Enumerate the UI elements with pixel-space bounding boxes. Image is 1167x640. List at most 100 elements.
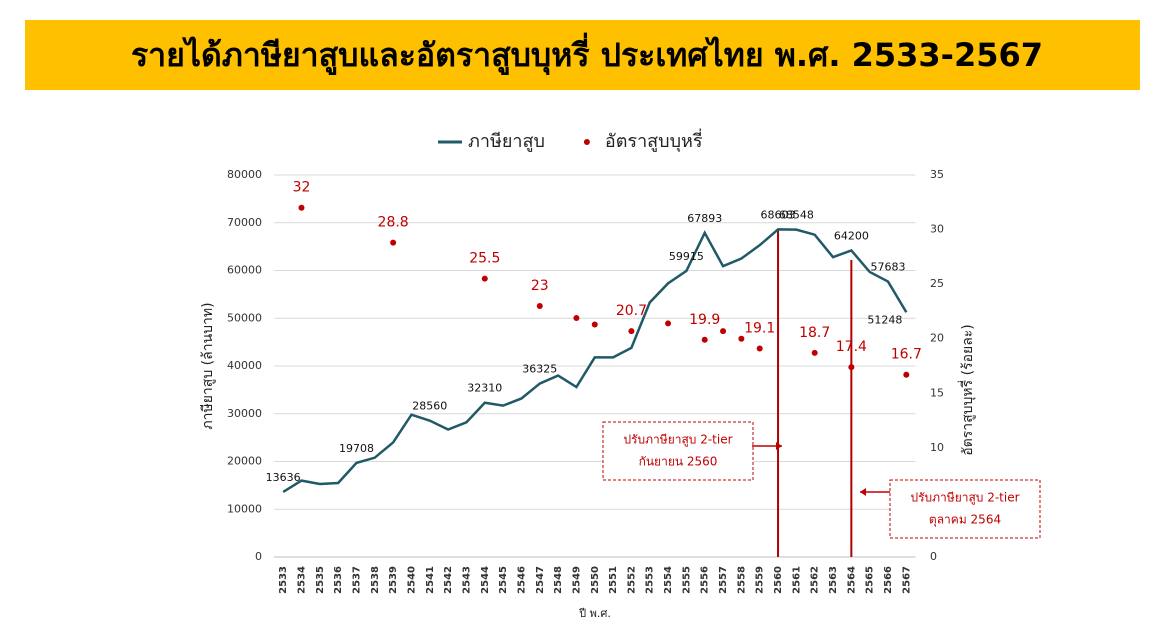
rate-dot bbox=[756, 345, 763, 352]
legend: ภาษียาสูบ อัตราสูบบุหรี่ bbox=[438, 128, 703, 152]
rate-dot bbox=[591, 321, 598, 328]
x-tick-label: 2534 bbox=[296, 566, 307, 594]
rate-dot bbox=[481, 275, 488, 282]
rate-dot bbox=[701, 336, 708, 343]
data-label: 16.7 bbox=[891, 347, 922, 363]
tax-line bbox=[282, 228, 908, 493]
data-label: 64200 bbox=[834, 229, 869, 242]
data-label: 68548 bbox=[779, 209, 814, 222]
rate-dot bbox=[903, 371, 910, 378]
y-tick-label: 40000 bbox=[227, 359, 262, 372]
rate-dot bbox=[628, 328, 635, 335]
x-tick-label: 2538 bbox=[370, 566, 381, 594]
x-tick-label: 2542 bbox=[443, 566, 454, 594]
data-label: 57683 bbox=[871, 261, 906, 274]
data-label: 32310 bbox=[467, 382, 502, 395]
x-tick-label: 2549 bbox=[571, 566, 582, 594]
data-label: 23 bbox=[531, 278, 549, 294]
x-tick-label: 2560 bbox=[773, 566, 784, 594]
x-tick-label: 2557 bbox=[718, 566, 729, 594]
chart-title: รายได้ภาษียาสูบและอัตราสูบบุหรี่ ประเทศไ… bbox=[131, 32, 1043, 76]
x-tick-label: 2546 bbox=[516, 566, 527, 594]
x-tick-label: 2559 bbox=[755, 566, 766, 594]
data-label: 59915 bbox=[669, 250, 704, 263]
y2-tick-label: 25 bbox=[930, 277, 944, 290]
rate-dot bbox=[720, 328, 727, 335]
rate-dot bbox=[298, 204, 305, 211]
annotation-text: ปรับภาษียาสูบ 2-tier bbox=[910, 491, 1019, 506]
x-axis-label: ปี พ.ศ. bbox=[578, 607, 611, 620]
title-banner bbox=[25, 20, 1140, 90]
x-tick-label: 2540 bbox=[406, 566, 417, 594]
x-tick-label: 2565 bbox=[865, 566, 876, 594]
x-tick-label: 2566 bbox=[883, 566, 894, 594]
data-label: 68603 bbox=[761, 208, 796, 221]
x-tick-label: 2550 bbox=[590, 566, 601, 594]
y2-tick-label: 20 bbox=[930, 332, 944, 345]
x-tick-label: 2554 bbox=[663, 566, 674, 594]
data-label: 28560 bbox=[412, 400, 447, 413]
data-label: 36325 bbox=[522, 363, 557, 376]
y-tick-label: 30000 bbox=[227, 407, 262, 420]
y2-tick-label: 0 bbox=[930, 550, 937, 563]
x-tick-label: 2535 bbox=[315, 566, 326, 594]
x-tick-label: 2539 bbox=[388, 566, 399, 594]
x-tick-label: 2548 bbox=[553, 566, 564, 594]
rate-dot bbox=[811, 349, 818, 356]
annotation-text: ตุลาคม 2564 bbox=[929, 513, 1001, 528]
y-tick-label: 20000 bbox=[227, 455, 262, 468]
rate-dot bbox=[665, 320, 672, 327]
y2-tick-label: 35 bbox=[930, 168, 944, 181]
legend-label: ภาษียาสูบ bbox=[468, 131, 545, 152]
y2-tick-label: 15 bbox=[930, 386, 944, 399]
data-label: 13636 bbox=[266, 471, 301, 484]
rate-dot bbox=[573, 314, 580, 321]
x-tick-label: 2552 bbox=[626, 566, 637, 594]
data-label: 67893 bbox=[687, 212, 722, 225]
rate-dot bbox=[848, 364, 855, 371]
rate-dot bbox=[536, 302, 543, 309]
y2-tick-label: 30 bbox=[930, 223, 944, 236]
y2-tick-label: 10 bbox=[930, 441, 944, 454]
data-label: 28.8 bbox=[378, 215, 409, 231]
annotation-text: ปรับภาษียาสูบ 2-tier bbox=[623, 433, 732, 448]
y-tick-label: 0 bbox=[255, 550, 262, 563]
x-tick-label: 2564 bbox=[846, 566, 857, 594]
x-tick-label: 2544 bbox=[480, 566, 491, 594]
y-tick-label: 60000 bbox=[227, 264, 262, 277]
arrow-head bbox=[776, 442, 782, 450]
rate-dot bbox=[390, 239, 397, 246]
data-label: 19.9 bbox=[689, 312, 720, 328]
annotation-box bbox=[602, 421, 754, 481]
rate-dot bbox=[738, 335, 745, 342]
x-tick-label: 2543 bbox=[461, 566, 472, 594]
y2-axis-label: อัตราสูบบุหรี่ (ร้อยละ) bbox=[958, 324, 976, 456]
x-tick-label: 2533 bbox=[278, 566, 289, 594]
x-tick-label: 2562 bbox=[810, 566, 821, 594]
arrow-head bbox=[860, 488, 866, 496]
x-tick-label: 2555 bbox=[681, 566, 692, 594]
data-label: 51248 bbox=[867, 313, 902, 326]
y-tick-label: 70000 bbox=[227, 216, 262, 229]
y-tick-label: 10000 bbox=[227, 502, 262, 515]
x-tick-label: 2545 bbox=[498, 566, 509, 594]
x-tick-label: 2536 bbox=[333, 566, 344, 594]
annotation-box bbox=[889, 479, 1041, 539]
x-tick-label: 2553 bbox=[645, 566, 656, 594]
annotation-text: กันยายน 2560 bbox=[639, 455, 718, 469]
data-label: 25.5 bbox=[469, 251, 500, 267]
data-label: 20.7 bbox=[616, 303, 647, 319]
legend-label: อัตราสูบบุหรี่ bbox=[605, 128, 703, 152]
x-tick-label: 2551 bbox=[608, 566, 619, 594]
x-tick-label: 2556 bbox=[700, 566, 711, 594]
x-tick-label: 2547 bbox=[535, 566, 546, 594]
data-label: 32 bbox=[293, 180, 311, 196]
x-tick-label: 2558 bbox=[736, 566, 747, 594]
data-label: 19708 bbox=[339, 442, 374, 455]
y-tick-label: 50000 bbox=[227, 311, 262, 324]
x-tick-label: 2563 bbox=[828, 566, 839, 594]
legend-swatch bbox=[583, 139, 590, 145]
data-label: 17.4 bbox=[836, 339, 867, 355]
y-axis-label: ภาษียาสูบ (ล้านบาท) bbox=[200, 302, 216, 429]
